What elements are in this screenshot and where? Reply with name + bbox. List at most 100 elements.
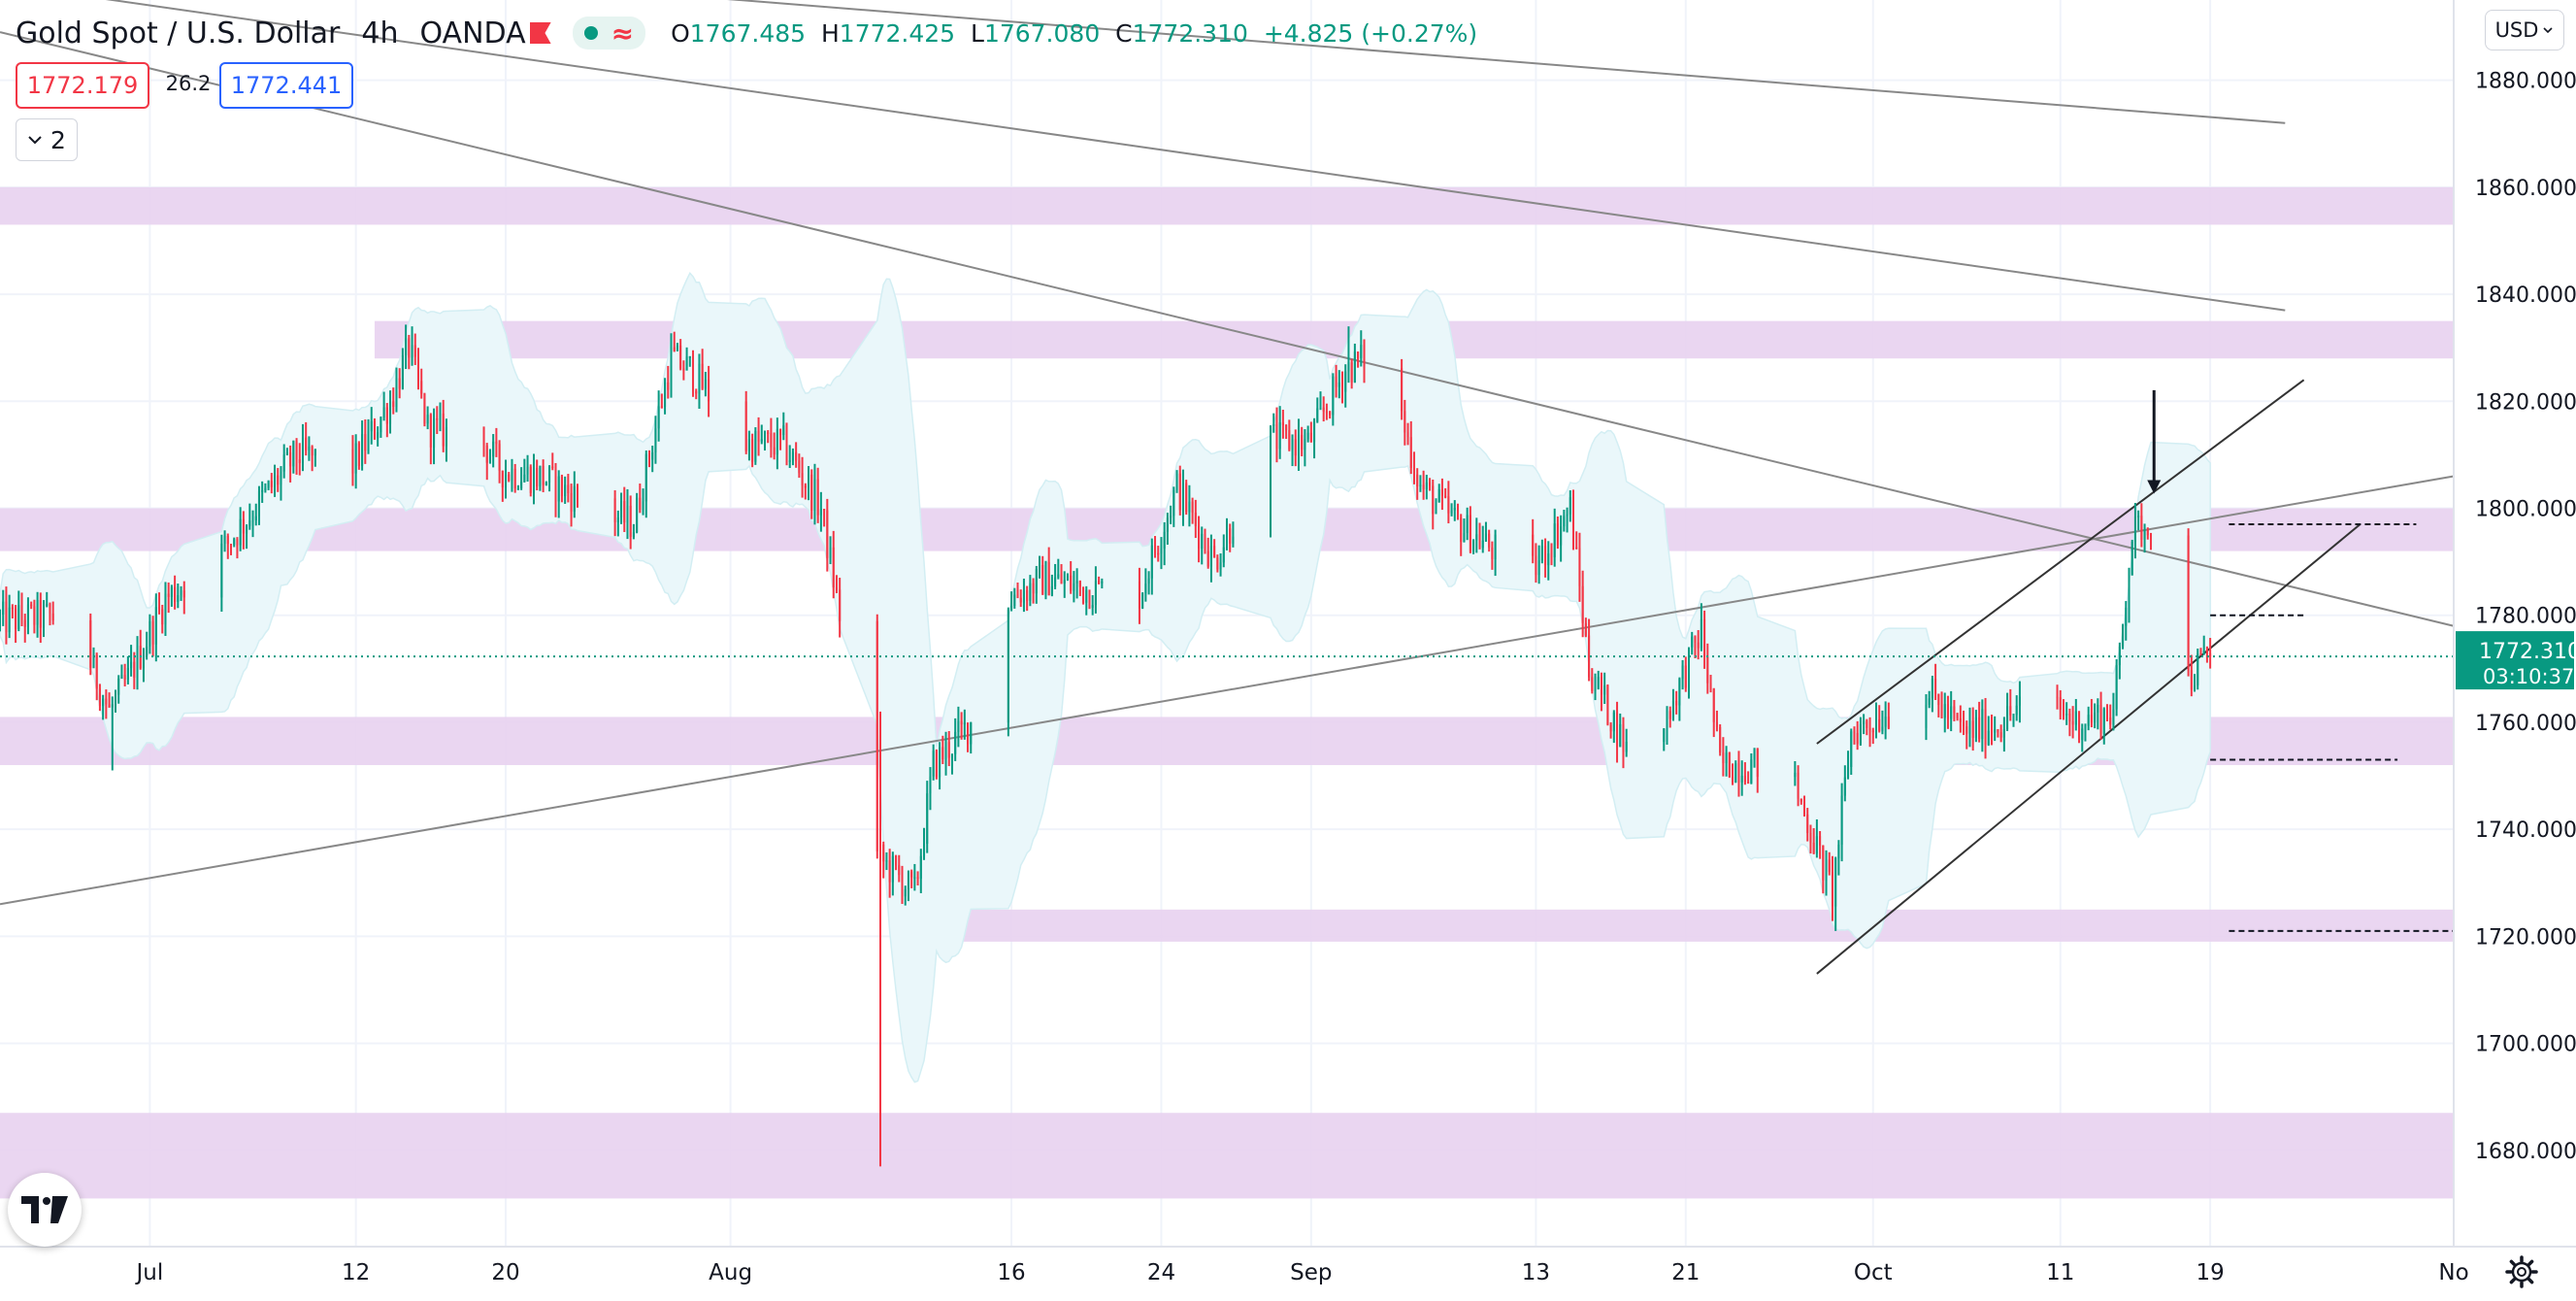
- candle: [2056, 684, 2059, 710]
- candle-body: [2002, 729, 2005, 738]
- candle: [526, 454, 529, 483]
- candle: [1709, 675, 1712, 693]
- candle-body: [1953, 706, 1956, 714]
- indicators-toggle-button[interactable]: 2: [16, 118, 78, 161]
- candle-body: [282, 454, 285, 472]
- candle-body: [1309, 432, 1312, 443]
- candle: [939, 742, 941, 790]
- candle-body: [236, 539, 239, 546]
- candle: [1943, 692, 1946, 733]
- candle: [398, 368, 401, 399]
- candle: [1463, 517, 1466, 543]
- candle: [1874, 702, 1877, 739]
- candle-body: [1466, 515, 1469, 534]
- candle: [523, 458, 526, 483]
- candle: [2199, 648, 2202, 656]
- candle-body: [2102, 708, 2105, 734]
- candle: [1041, 555, 1044, 595]
- candle: [816, 467, 819, 523]
- candle-body: [1825, 859, 1828, 881]
- candle: [2015, 695, 2018, 721]
- candle-body: [164, 593, 167, 625]
- time-tick-label: 20: [491, 1260, 519, 1285]
- candle: [1270, 425, 1272, 538]
- candle-body: [2078, 711, 2081, 741]
- market-status-pill[interactable]: ≈: [572, 17, 646, 50]
- sell-button[interactable]: 1772.179: [16, 62, 149, 109]
- candle-body: [935, 751, 938, 778]
- candle-body: [1432, 485, 1435, 515]
- tradingview-logo-icon[interactable]: [8, 1173, 82, 1247]
- candle: [929, 767, 932, 811]
- candle-body: [1553, 523, 1556, 557]
- candle: [174, 575, 177, 610]
- candle: [1157, 546, 1160, 562]
- candle: [2125, 601, 2128, 641]
- candle: [223, 530, 226, 552]
- candle: [2196, 649, 2199, 690]
- candle-body: [2125, 607, 2128, 626]
- candle: [1357, 351, 1360, 368]
- candle: [1301, 426, 1304, 456]
- candle: [960, 712, 963, 740]
- candle: [239, 507, 242, 551]
- candle: [941, 735, 944, 764]
- candle-body: [180, 590, 182, 596]
- candle-body: [567, 484, 570, 494]
- candle: [2018, 681, 2021, 723]
- currency-select[interactable]: USD: [2485, 10, 2564, 50]
- candle-body: [1175, 473, 1178, 490]
- candle: [1959, 705, 1962, 733]
- candle: [2068, 708, 2071, 737]
- candle: [382, 391, 385, 421]
- price-tick-label: 1880.000: [2475, 70, 2576, 94]
- candle: [1088, 589, 1091, 610]
- interval-label[interactable]: 4h: [361, 16, 399, 50]
- candle: [182, 581, 185, 615]
- symbol-name[interactable]: Gold Spot / U.S. Dollar: [16, 16, 341, 50]
- candle-body: [289, 451, 292, 467]
- buy-button[interactable]: 1772.441: [219, 62, 353, 109]
- candle: [1219, 552, 1222, 577]
- candle-body: [1457, 508, 1460, 518]
- candle: [1588, 618, 1591, 682]
- candle: [361, 420, 364, 471]
- candle: [1663, 727, 1666, 751]
- candle: [111, 696, 114, 771]
- candle-body: [1997, 729, 1999, 733]
- price-tick-label: 1780.000: [2475, 605, 2576, 629]
- candle-body: [1329, 411, 1332, 416]
- candle-body: [754, 431, 757, 462]
- candle-body: [963, 722, 966, 725]
- candle-body: [377, 432, 380, 439]
- candle: [445, 418, 447, 462]
- candle-body: [111, 704, 114, 708]
- candle-body: [426, 415, 429, 424]
- candle: [246, 524, 248, 550]
- candle-body: [1728, 752, 1731, 778]
- flag-icon[interactable]: [529, 22, 551, 44]
- candle-body: [220, 543, 223, 598]
- candle: [545, 481, 547, 486]
- gear-icon[interactable]: [2502, 1252, 2541, 1291]
- candle: [1216, 554, 1219, 573]
- candle-body: [1978, 717, 1981, 740]
- candle: [226, 533, 229, 559]
- candle-body: [495, 441, 498, 445]
- candle-body: [2122, 625, 2125, 647]
- candle-body: [823, 509, 826, 511]
- candle: [1694, 635, 1697, 658]
- candle: [1668, 706, 1671, 728]
- candle-body: [277, 475, 280, 485]
- candle-body: [891, 855, 894, 883]
- candle: [2205, 646, 2208, 663]
- candle: [298, 443, 301, 476]
- candle: [1734, 760, 1737, 784]
- candle: [282, 444, 285, 479]
- candle-body: [1697, 642, 1700, 649]
- candle: [704, 372, 707, 397]
- candle-body: [1609, 724, 1612, 732]
- candle: [1928, 690, 1931, 709]
